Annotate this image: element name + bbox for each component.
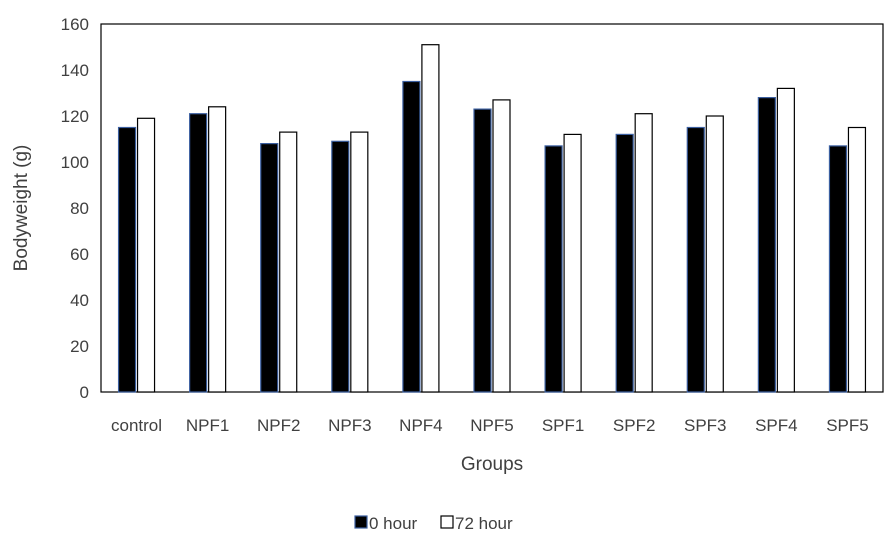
bar-0-hour-NPF3 bbox=[331, 140, 350, 393]
bar-72-hour-NPF5 bbox=[492, 99, 511, 393]
x-tick-label: NPF1 bbox=[186, 416, 229, 435]
x-tick-label: control bbox=[111, 416, 162, 435]
y-axis-ticks: 0 20 40 60 80 100 120 140 160 bbox=[61, 15, 89, 402]
x-tick-label: NPF2 bbox=[257, 416, 300, 435]
y-tick-label: 120 bbox=[61, 107, 89, 126]
x-tick-label: SPF2 bbox=[613, 416, 656, 435]
bar-0-hour-SPF2 bbox=[615, 133, 634, 393]
x-axis-title: Groups bbox=[461, 454, 523, 475]
x-tick-label: SPF4 bbox=[755, 416, 798, 435]
bar-0-hour-SPF4 bbox=[757, 96, 776, 393]
legend-swatch-0-hour bbox=[354, 515, 368, 529]
plot-area bbox=[100, 23, 884, 393]
x-axis-ticks: control NPF1 NPF2 NPF3 NPF4 NPF5 SPF1 SPF2 SPF3 S… bbox=[111, 416, 869, 435]
y-tick-label: 140 bbox=[61, 61, 89, 80]
bar-72-hour-NPF2 bbox=[279, 131, 298, 393]
y-tick-label: 20 bbox=[70, 337, 89, 356]
bar-0-hour-SPF1 bbox=[544, 145, 563, 393]
x-tick-label: NPF4 bbox=[399, 416, 442, 435]
y-tick-label: 80 bbox=[70, 199, 89, 218]
x-tick-label: SPF3 bbox=[684, 416, 727, 435]
y-tick-label: 60 bbox=[70, 245, 89, 264]
bar-0-hour-SPF5 bbox=[828, 145, 848, 393]
legend-label: 72 hour bbox=[455, 514, 513, 533]
bar-0-hour-NPF4 bbox=[402, 80, 421, 393]
legend-label: 0 hour bbox=[369, 514, 418, 533]
x-tick-label: NPF5 bbox=[470, 416, 513, 435]
bar-0-hour-NPF1 bbox=[189, 113, 208, 393]
bar-72-hour-NPF3 bbox=[350, 131, 369, 393]
bar-0-hour-NPF2 bbox=[260, 143, 279, 393]
bar-0-hour-NPF5 bbox=[473, 108, 492, 393]
plot-border bbox=[100, 23, 884, 393]
x-tick-label: NPF3 bbox=[328, 416, 371, 435]
legend: 0 hour 72 hour bbox=[354, 514, 513, 533]
bar-72-hour-control bbox=[136, 117, 156, 393]
bar-72-hour-SPF2 bbox=[634, 113, 653, 393]
y-axis-title: Bodyweight (g) bbox=[11, 145, 32, 272]
bar-72-hour-SPF4 bbox=[776, 87, 795, 393]
x-tick-label: SPF5 bbox=[826, 416, 869, 435]
legend-swatch-72-hour bbox=[440, 515, 454, 529]
bar-0-hour-control bbox=[117, 126, 137, 393]
bar-series bbox=[117, 44, 867, 393]
bar-72-hour-SPF1 bbox=[563, 133, 582, 393]
bar-72-hour-NPF1 bbox=[208, 106, 227, 393]
x-tick-label: SPF1 bbox=[542, 416, 585, 435]
y-tick-label: 160 bbox=[61, 15, 89, 34]
y-tick-label: 40 bbox=[70, 291, 89, 310]
bar-72-hour-SPF3 bbox=[705, 115, 724, 393]
y-tick-label: 0 bbox=[80, 383, 89, 402]
y-tick-label: 100 bbox=[61, 153, 89, 172]
bar-72-hour-NPF4 bbox=[421, 44, 440, 393]
bar-0-hour-SPF3 bbox=[686, 126, 705, 393]
bar-72-hour-SPF5 bbox=[847, 126, 867, 393]
